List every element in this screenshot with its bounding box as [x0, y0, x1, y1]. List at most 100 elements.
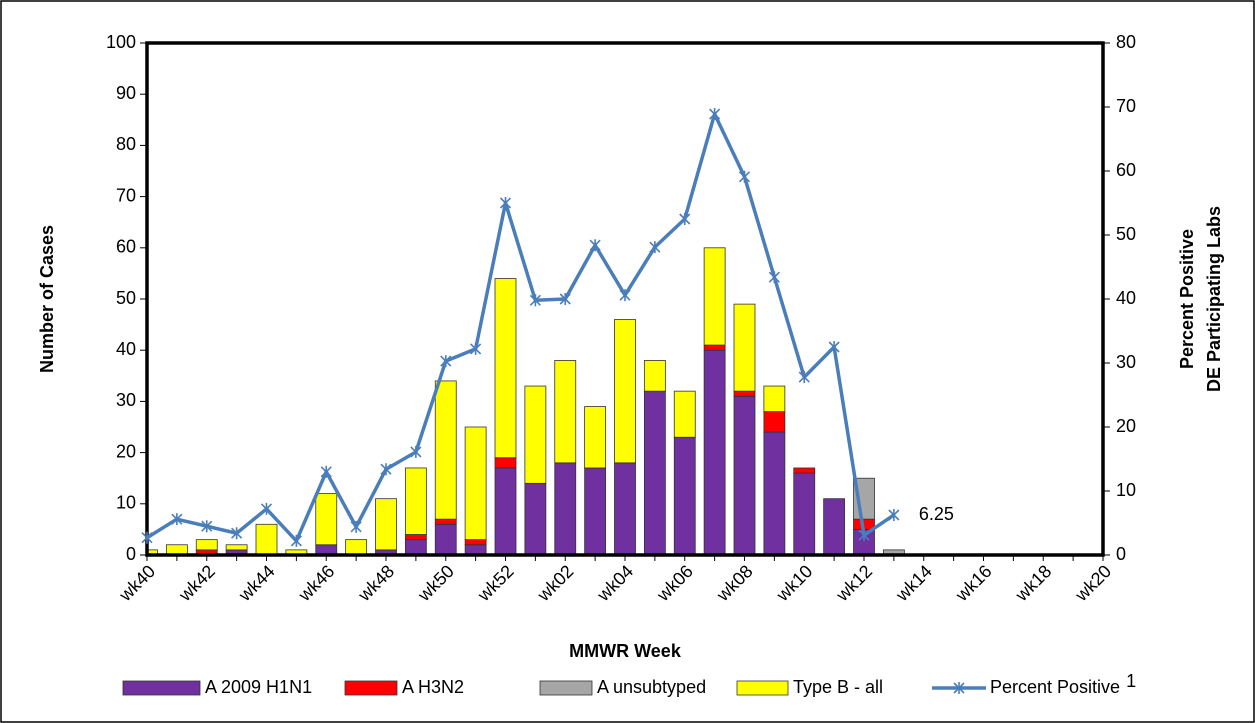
- marker: [589, 239, 601, 252]
- bar-segment: [494, 457, 517, 469]
- legend-label: A H3N2: [402, 677, 464, 697]
- y2-axis-label: DE Participating Labs: [1204, 206, 1224, 392]
- bar-segment: [793, 467, 816, 474]
- bar-segment: [643, 390, 666, 555]
- bar-segment: [195, 539, 218, 551]
- marker: [888, 509, 900, 521]
- x-axis-label: MMWR Week: [569, 641, 682, 661]
- y-tick-label: 70: [116, 185, 136, 205]
- bar-segment: [584, 467, 607, 555]
- marker: [231, 527, 243, 540]
- data-label: 6.25: [919, 504, 954, 524]
- y-tick-label: 90: [116, 83, 136, 103]
- y-tick-label: 100: [106, 32, 136, 52]
- marker: [440, 355, 452, 368]
- legend-label: Percent Positive: [990, 677, 1120, 697]
- marker: [529, 294, 541, 307]
- legend-swatch: [122, 680, 201, 696]
- marker: [619, 289, 631, 302]
- y-tick-label: 60: [116, 237, 136, 257]
- legend-label: A 2009 H1N1: [205, 677, 312, 697]
- y-tick-label: 80: [116, 134, 136, 154]
- marker: [171, 513, 183, 526]
- marker: [649, 241, 661, 254]
- legend-label: A unsubtyped: [597, 677, 706, 697]
- y2-tick-label: 70: [1116, 96, 1136, 116]
- marker: [828, 341, 840, 353]
- y2-tick-label: 80: [1116, 32, 1136, 52]
- bar-segment: [584, 406, 607, 469]
- bar-segment: [404, 467, 427, 535]
- plot-area: [147, 247, 905, 555]
- bar-segment: [404, 534, 427, 541]
- marker: [260, 502, 273, 515]
- y-tick-label: 30: [116, 390, 136, 410]
- line: [146, 112, 895, 543]
- y2-axis-label: Percent Positive: [1177, 229, 1197, 369]
- y2-tick-label: 20: [1116, 416, 1136, 436]
- bar-segment: [643, 360, 666, 392]
- bar-segment: [464, 426, 487, 541]
- legend-superscript: 1: [1126, 671, 1136, 691]
- legend-swatch: [539, 680, 593, 696]
- marker: [768, 271, 780, 284]
- bar-segment: [494, 278, 517, 459]
- bar-segment: [763, 431, 786, 555]
- bar-segment: [375, 498, 397, 551]
- y2-tick-label: 10: [1116, 480, 1136, 500]
- bar-segment: [614, 462, 636, 555]
- bar-segment: [614, 319, 636, 464]
- bar-segment: [554, 360, 577, 464]
- bar-segment: [733, 390, 756, 397]
- y-tick-label: 20: [116, 441, 136, 461]
- bar-segment: [345, 539, 368, 555]
- bar-segment: [733, 395, 756, 555]
- y-tick-label: 50: [116, 288, 136, 308]
- marker: [201, 520, 213, 533]
- bar-segment: [673, 390, 696, 438]
- bar-segment: [255, 523, 278, 555]
- marker: [798, 371, 810, 384]
- y-tick-label: 0: [126, 544, 136, 564]
- marker: [380, 463, 392, 476]
- marker: [320, 465, 332, 478]
- marker: [709, 108, 721, 121]
- legend-marker: [953, 682, 965, 694]
- bar-segment: [315, 493, 338, 546]
- bar-segment: [703, 344, 726, 351]
- y2-tick-label: 0: [1116, 544, 1126, 564]
- bar-segment: [554, 462, 577, 555]
- legend-swatch: [344, 680, 398, 696]
- marker: [559, 293, 571, 305]
- marker: [141, 531, 153, 544]
- bar-segment: [763, 385, 786, 413]
- y2-tick-label: 50: [1116, 224, 1136, 244]
- bar-segment: [404, 539, 427, 555]
- marker: [679, 213, 691, 225]
- bar-segment: [524, 385, 547, 484]
- bar-segment: [165, 544, 188, 555]
- legend-swatch: [736, 680, 789, 696]
- bar-segment: [733, 303, 756, 392]
- bar-segment: [673, 436, 696, 555]
- y-tick-label: 40: [116, 339, 136, 359]
- bar-segment: [703, 247, 726, 346]
- y2-tick-label: 60: [1116, 160, 1136, 180]
- bar-segment: [524, 482, 547, 555]
- bar-segment: [434, 523, 457, 555]
- bar-segment: [823, 498, 846, 555]
- bar-segment: [793, 472, 816, 555]
- marker: [470, 342, 482, 355]
- bar-segment: [225, 544, 248, 551]
- legend-label: Type B - all: [793, 677, 883, 697]
- bar-segment: [285, 549, 308, 555]
- marker: [738, 170, 751, 183]
- bar-segment: [494, 467, 517, 555]
- bar-segment: [434, 380, 457, 520]
- bar-segment: [882, 549, 905, 555]
- y2-tick-label: 40: [1116, 288, 1136, 308]
- marker: [350, 520, 362, 533]
- marker: [410, 445, 422, 458]
- marker: [499, 197, 512, 209]
